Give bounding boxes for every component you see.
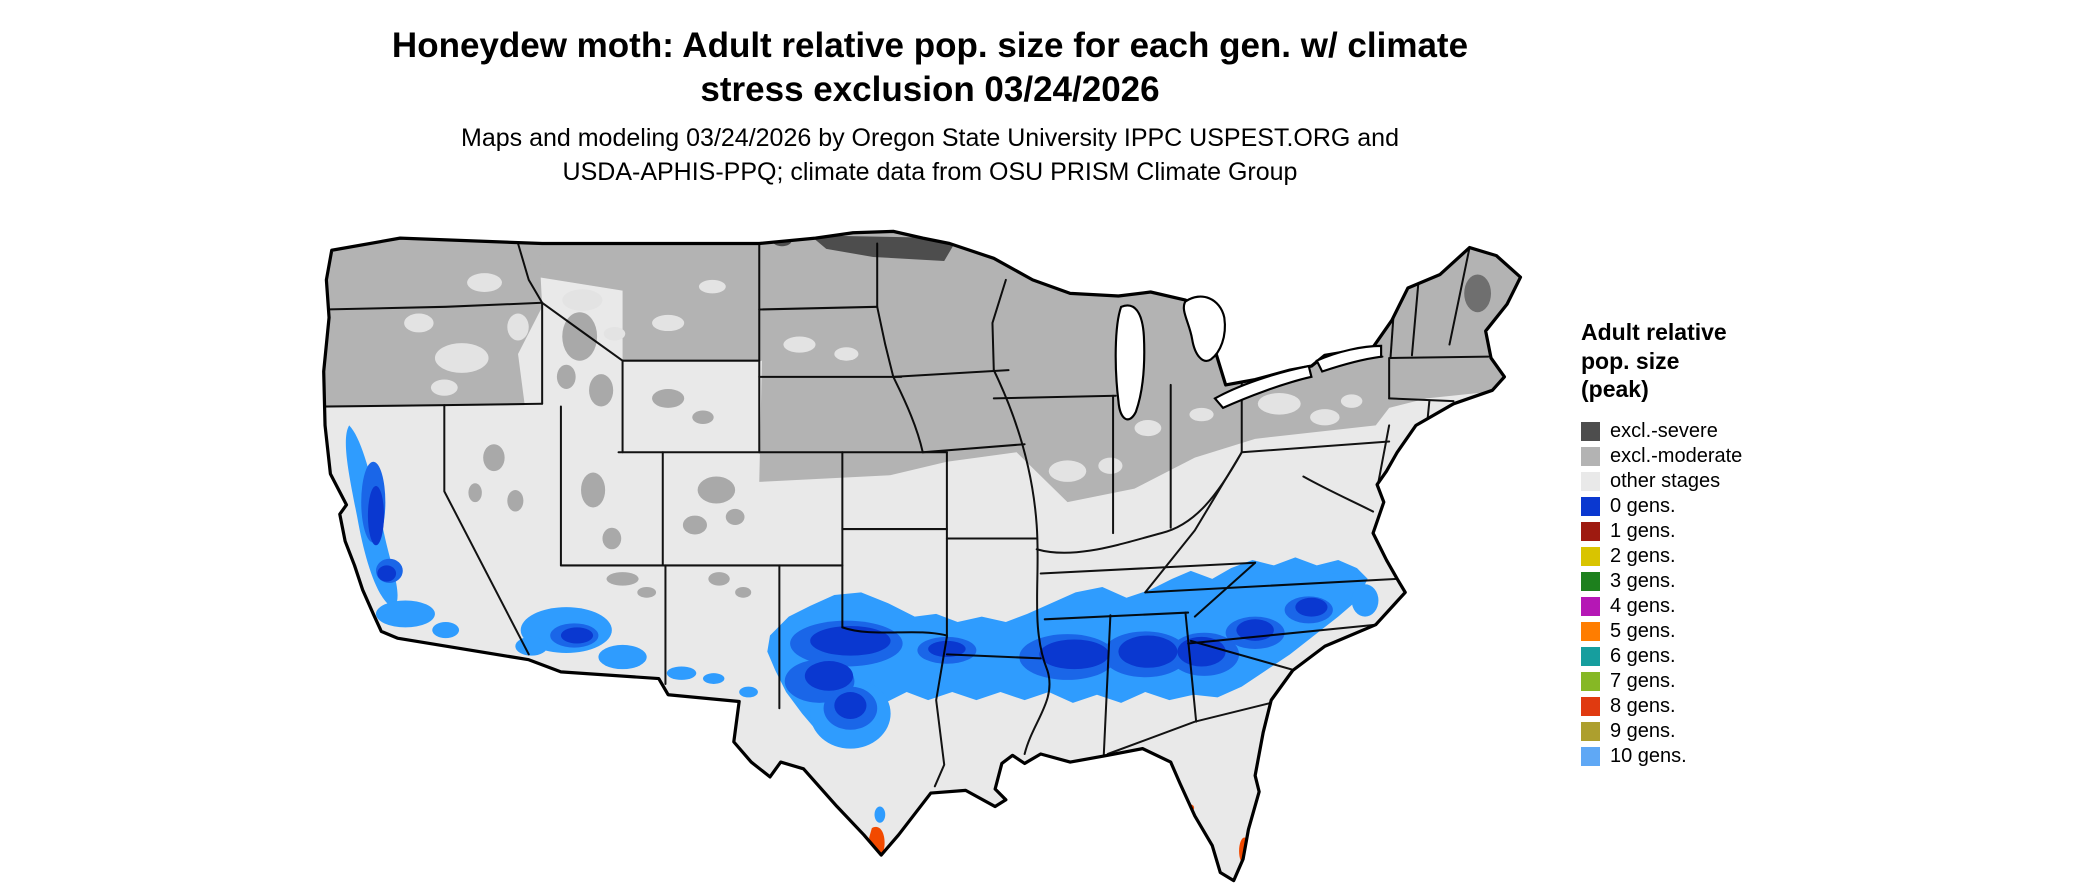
legend-swatch [1581,596,1600,616]
legend-item-label: 1 gens. [1610,520,1676,543]
legend-item: excl.-severe [1581,419,1861,444]
legend-items: excl.-severe excl.-moderate other stages 0 … [1581,419,1861,769]
legend-swatch [1581,496,1600,516]
legend-item: 8 gens. [1581,694,1861,719]
legend-item: excl.-moderate [1581,444,1861,469]
map-speckles-light [404,273,1363,482]
map-legend: Adult relative pop. size (peak) excl.-se… [1581,318,1861,769]
legend-title: Adult relative pop. size (peak) [1581,318,1861,404]
legend-title-line-2: pop. size [1581,347,1680,374]
legend-item: 9 gens. [1581,719,1861,744]
legend-swatch [1581,471,1600,491]
legend-item: other stages [1581,469,1861,494]
legend-item-label: 6 gens. [1610,645,1676,668]
legend-swatch [1581,546,1600,566]
lake-huron [1182,295,1226,362]
state-boundaries [323,242,1490,788]
us-map [317,226,1554,886]
legend-title-line-3: (peak) [1581,376,1649,403]
legend-item: 4 gens. [1581,594,1861,619]
title-line-2: stress exclusion 03/24/2026 [700,69,1160,109]
legend-item: 5 gens. [1581,619,1861,644]
legend-item-label: 7 gens. [1610,670,1676,693]
legend-swatch [1581,571,1600,591]
legend-item: 1 gens. [1581,519,1861,544]
legend-item-label: 5 gens. [1610,620,1676,643]
legend-swatch [1581,721,1600,741]
us-outline [322,229,1523,883]
legend-swatch [1581,446,1600,466]
subtitle-line-2: USDA-APHIS-PPQ; climate data from OSU PR… [562,157,1298,186]
map-region-0-gens [367,485,1328,719]
legend-swatch [1581,746,1600,766]
legend-item-label: 8 gens. [1610,695,1676,718]
lake-ontario [1315,344,1383,373]
legend-swatch [1581,521,1600,541]
legend-swatch [1581,646,1600,666]
legend-item: 2 gens. [1581,544,1861,569]
legend-item-label: 0 gens. [1610,495,1676,518]
legend-title-line-1: Adult relative [1581,319,1727,345]
legend-item: 3 gens. [1581,569,1861,594]
legend-swatch [1581,671,1600,691]
legend-item-label: 4 gens. [1610,595,1676,618]
legend-item-label: 9 gens. [1610,720,1676,743]
great-lakes [1114,295,1383,421]
title-line-1: Honeydew moth: Adult relative pop. size … [391,26,1469,65]
maine-dark-patch [1464,274,1492,313]
legend-item-label: excl.-severe [1610,420,1718,443]
subtitle-line-1: Maps and modeling 03/24/2026 by Oregon S… [461,124,1399,152]
legend-item-label: 2 gens. [1610,545,1676,568]
page-title: Honeydew moth: Adult relative pop. size … [0,24,1860,112]
legend-item-label: 3 gens. [1610,570,1676,593]
page-subtitle: Maps and modeling 03/24/2026 by Oregon S… [0,122,1860,190]
lake-erie [1213,364,1313,410]
legend-swatch [1581,621,1600,641]
legend-swatch [1581,421,1600,441]
us-map-svg [322,229,1523,883]
legend-item: 0 gens. [1581,494,1861,519]
legend-item: 10 gens. [1581,744,1861,769]
legend-swatch [1581,696,1600,716]
legend-item-label: 10 gens. [1610,745,1687,768]
legend-item: 6 gens. [1581,644,1861,669]
legend-item-label: other stages [1610,470,1721,493]
legend-item-label: excl.-moderate [1610,445,1743,468]
lake-michigan [1114,304,1146,421]
legend-item: 7 gens. [1581,669,1861,694]
